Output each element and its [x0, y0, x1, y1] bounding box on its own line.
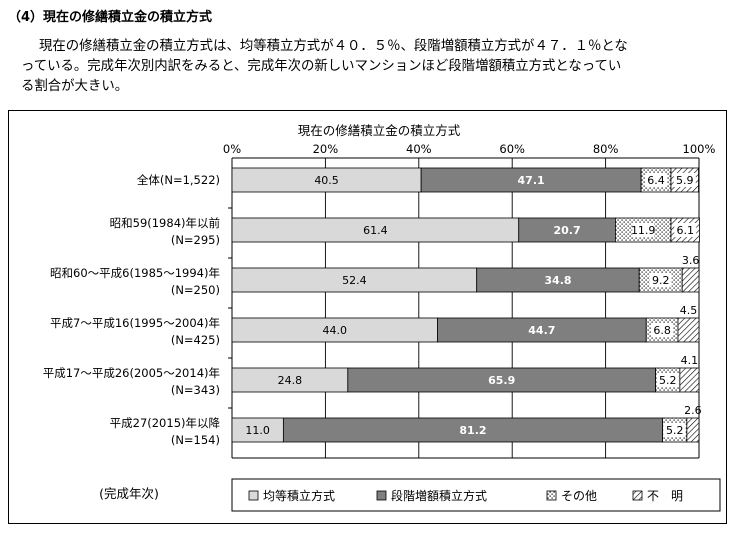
data-label-bg: [656, 373, 679, 387]
chart-title: 現在の修繕積立金の積立方式: [298, 123, 461, 138]
legend: 均等積立方式 段階増額積立方式 その他 不 明: [248, 488, 683, 503]
data-label-bg: [673, 173, 696, 187]
category-count: (N=295): [171, 233, 220, 247]
data-label: 40.5: [314, 174, 339, 187]
bar-segment-unknown: [677, 317, 700, 343]
category-count: (N=154): [171, 433, 220, 447]
category-label: 昭和60～平成6(1985～1994)年: [50, 266, 220, 280]
chart-frame: 現在の修繕積立金の積立方式 0% 20% 40% 60% 80% 100% 全体(N=1,…: [8, 110, 727, 524]
bar-segment-equal: [231, 217, 520, 243]
category-count: (N=250): [171, 283, 220, 297]
bar-segment-unknown: [686, 417, 700, 443]
data-label: 11.9: [631, 224, 656, 237]
data-label: 5.9: [676, 174, 694, 187]
legend-swatch-equal: [248, 490, 259, 501]
x-tick-labels: 0% 20% 40% 60% 80% 100%: [223, 142, 716, 156]
data-label: 52.4: [342, 274, 367, 287]
stacked-bar-chart: 現在の修繕積立金の積立方式 0% 20% 40% 60% 80% 100% 全体(N=1,…: [43, 123, 721, 512]
data-label-bg: [649, 273, 672, 287]
legend-label-equal: 均等積立方式: [263, 488, 335, 503]
data-label: 44.0: [322, 324, 347, 337]
data-label-bg: [663, 423, 686, 437]
intro-line-2: っている。完成年次別内訳をみると、完成年次の新しいマンションほど段階増額積立方式…: [21, 59, 622, 74]
data-label: 44.7: [528, 324, 555, 337]
x-tick-label: 100%: [683, 142, 716, 156]
data-label: 65.9: [488, 374, 515, 387]
category-label: 平成27(2015)年以降: [110, 416, 221, 430]
intro-paragraph: 現在の修繕積立金の積立方式は、均等積立方式が４０．５％、段階増額積立方式が４７．…: [21, 37, 733, 97]
data-label: 2.6: [684, 404, 702, 417]
bar-segment-unknown: [681, 267, 700, 293]
data-label: 3.6: [682, 254, 700, 267]
x-tick-label: 60%: [499, 142, 525, 156]
data-label: 61.4: [363, 224, 388, 237]
data-label: 6.4: [647, 174, 665, 187]
bar-segment-unknown: [679, 367, 700, 393]
x-tick-label: 40%: [406, 142, 432, 156]
bar-segment-stepped: [437, 317, 647, 343]
x-tick-label: 80%: [593, 142, 619, 156]
data-label: 81.2: [459, 424, 486, 437]
data-label: 4.1: [681, 354, 699, 367]
data-label-bg: [674, 223, 697, 237]
data-label: 47.1: [518, 174, 545, 187]
legend-label-unknown: 不 明: [647, 489, 683, 503]
bar-segment-stepped: [347, 367, 656, 393]
data-label: 4.5: [680, 304, 698, 317]
data-label: 24.8: [278, 374, 303, 387]
intro-line-1: 現在の修繕積立金の積立方式は、均等積立方式が４０．５％、段階増額積立方式が４７．…: [39, 39, 628, 54]
legend-swatch-stepped: [376, 490, 387, 501]
legend-swatch-other: [546, 490, 557, 501]
data-label: 5.2: [659, 374, 677, 387]
bar-segment-stepped: [476, 267, 640, 293]
data-label: 20.7: [554, 224, 581, 237]
category-count: (N=425): [171, 333, 220, 347]
bar-segments: [231, 167, 700, 443]
data-labels: 40.5 47.1 6.4 5.9 61.4 20.7 11.9 6.1 52.4 34.8 9.2…: [245, 173, 702, 437]
bar-segment-equal: [231, 367, 349, 393]
category-label: 全体(N=1,522): [137, 173, 220, 187]
bar-segment-equal: [231, 267, 478, 293]
data-label-bg: [651, 323, 674, 337]
legend-swatch-unknown: [632, 490, 643, 501]
legend-label-stepped: 段階増額積立方式: [391, 488, 487, 503]
axis-caption: (完成年次): [99, 486, 159, 501]
gridlines: [228, 157, 700, 459]
data-label: 9.2: [652, 274, 670, 287]
data-label: 11.0: [245, 424, 270, 437]
bar-segment-other: [638, 267, 683, 293]
category-label: 平成17～平成26(2005～2014)年: [43, 366, 220, 380]
category-label: 平成7～平成16(1995～2004)年: [50, 316, 220, 330]
bar-segment-equal: [231, 417, 284, 443]
section-heading: （4）現在の修繕積立金の積立方式: [8, 10, 213, 25]
bar-segment-stepped: [282, 417, 663, 443]
data-label-bg: [645, 173, 668, 187]
intro-line-3: る割合が大きい。: [21, 79, 129, 94]
data-label: 6.8: [653, 324, 671, 337]
x-tick-label: 0%: [223, 142, 241, 156]
category-count: (N=343): [171, 383, 220, 397]
data-label: 6.1: [676, 224, 694, 237]
category-labels: 全体(N=1,522) 昭和59(1984)年以前 (N=295) 昭和60～平成6(…: [43, 173, 221, 447]
legend-label-other: その他: [561, 489, 597, 503]
data-label-bg: [632, 223, 655, 237]
category-label: 昭和59(1984)年以前: [110, 216, 220, 230]
bar-segment-stepped: [518, 217, 616, 243]
data-label: 5.2: [666, 424, 684, 437]
data-label: 34.8: [544, 274, 571, 287]
bar-segment-stepped: [420, 167, 642, 193]
x-tick-label: 20%: [313, 142, 339, 156]
